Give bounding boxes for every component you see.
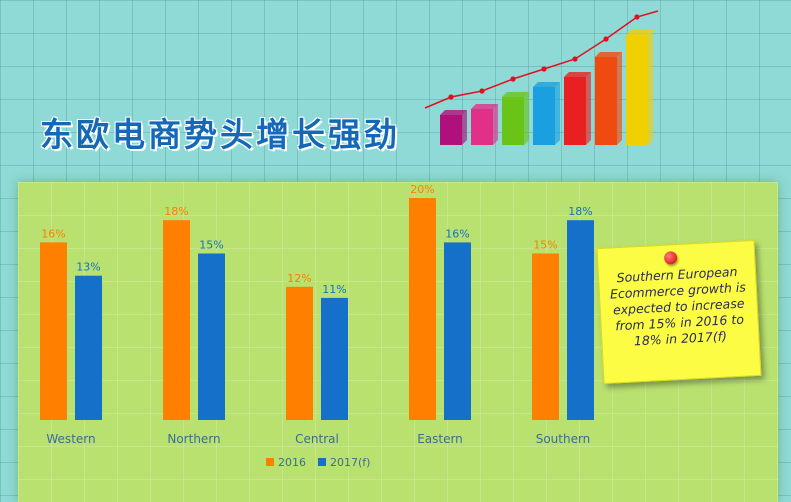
data-label: 12% — [287, 272, 311, 285]
data-label: 16% — [41, 227, 65, 240]
deco-bar — [440, 115, 462, 145]
data-label: 13% — [76, 261, 100, 274]
deco-bar-side — [586, 72, 591, 145]
bar-2016-eastern — [409, 198, 436, 420]
deco-bar-side — [648, 30, 653, 145]
x-tick-label: Northern — [167, 432, 220, 446]
legend-label: 2017(f) — [330, 456, 370, 469]
deco-bar-top — [471, 104, 498, 109]
deco-bar — [533, 87, 555, 145]
deco-bar-side — [462, 110, 467, 145]
deco-bar — [502, 97, 524, 145]
bar-2017(f)-central — [321, 297, 348, 420]
deco-bar-side — [617, 52, 622, 145]
deco-trend-point — [572, 56, 578, 62]
bar-2016-western — [40, 242, 67, 420]
deco-bar — [595, 57, 617, 145]
deco-trend-point — [603, 36, 609, 42]
legend-label: 2016 — [278, 456, 306, 469]
legend-swatch — [318, 458, 326, 466]
deco-bar-side — [524, 92, 529, 145]
deco-bar-top — [502, 92, 529, 97]
deco-bar — [564, 77, 586, 145]
data-label: 18% — [164, 205, 188, 218]
bar-2017(f)-eastern — [444, 242, 471, 420]
deco-bar-top — [626, 30, 653, 35]
deco-bar-side — [555, 82, 560, 145]
note-text: Southern European Ecommerce growth is ex… — [609, 263, 747, 349]
bar-2017(f)-southern — [567, 220, 594, 420]
bar-2016-southern — [532, 253, 559, 420]
data-label: 15% — [199, 239, 223, 252]
deco-trend-point — [541, 66, 547, 72]
x-tick-label: Eastern — [417, 432, 463, 446]
deco-bar-side — [493, 104, 498, 145]
data-label: 20% — [410, 183, 434, 196]
pushpin-icon — [663, 251, 678, 265]
bar-2016-northern — [163, 220, 190, 420]
x-tick-label: Southern — [536, 432, 591, 446]
page-title: 东欧电商势头增长强劲 — [40, 115, 400, 154]
sticky-note: Southern European Ecommerce growth is ex… — [596, 239, 762, 385]
data-label: 16% — [445, 227, 469, 240]
deco-trend-point — [510, 76, 516, 82]
growth-bar-chart-icon — [424, 10, 659, 145]
data-label: 18% — [568, 205, 592, 218]
deco-bar — [471, 109, 493, 145]
data-label: 15% — [533, 239, 557, 252]
bar-chart: 16% 13% Western 18% 15% Northern 12% 11% Central… — [40, 183, 594, 469]
x-tick-label: Central — [295, 432, 339, 446]
deco-bar-top — [595, 52, 622, 57]
bar-2017(f)-western — [75, 275, 102, 420]
deco-trend-point — [479, 88, 485, 94]
x-tick-label: Western — [46, 432, 95, 446]
deco-bar — [626, 35, 648, 145]
deco-bar-top — [564, 72, 591, 77]
bar-2017(f)-northern — [198, 253, 225, 420]
deco-bar-top — [440, 110, 467, 115]
deco-bar-top — [533, 82, 560, 87]
deco-trend-point — [634, 14, 640, 20]
bar-2016-central — [286, 286, 313, 420]
legend-swatch — [266, 458, 274, 466]
deco-trend-point — [448, 94, 454, 100]
data-label: 11% — [322, 283, 346, 296]
